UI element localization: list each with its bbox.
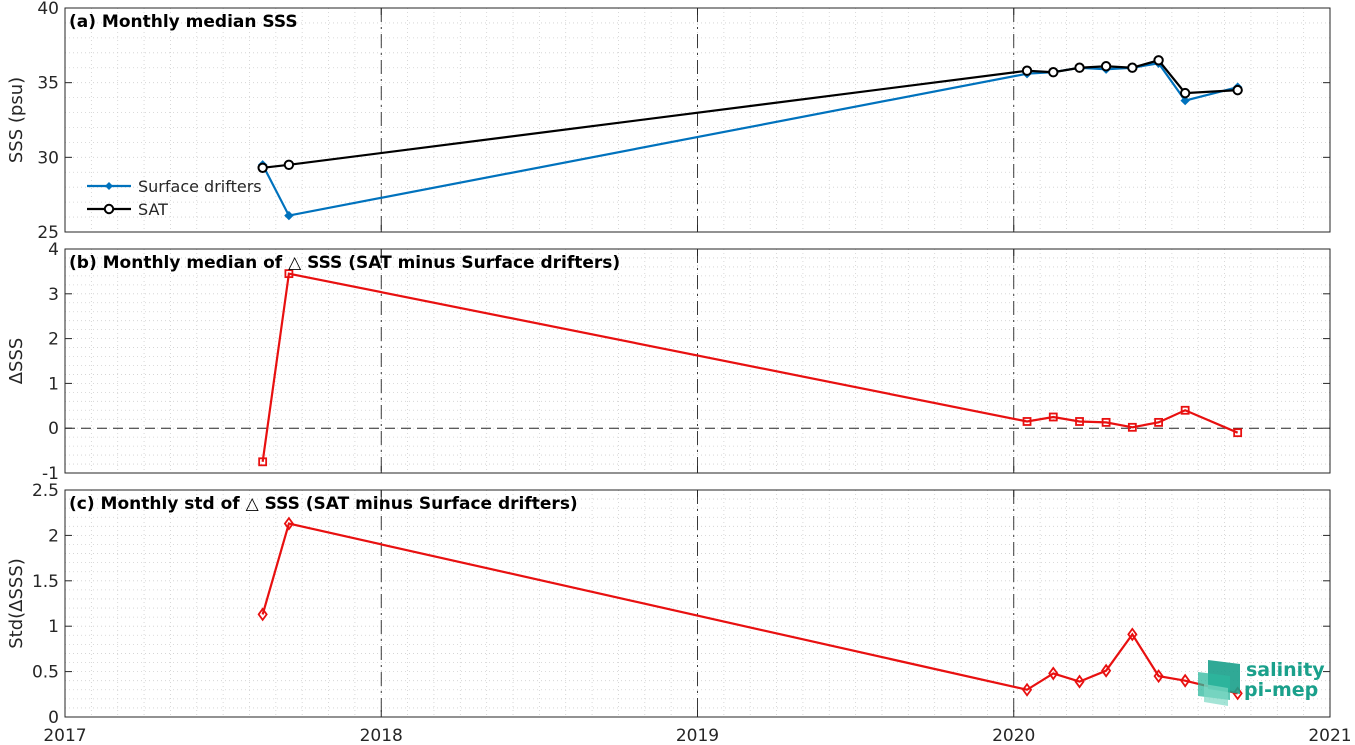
data-point [1022,417,1032,426]
logo-line-2: pi-mep [1244,679,1318,701]
y-tick-label: 2.5 [32,481,59,501]
data-point [1048,67,1059,78]
series-line [261,522,1238,695]
y-tick-label: 30 [37,148,59,168]
y-tick-label: 2 [48,526,59,546]
y-tick-label: -1 [42,464,59,484]
series-sat [257,55,1243,173]
x-tick-label: 2018 [360,726,403,745]
y-tick-label: 0 [48,708,59,728]
panel-a-monthly-median-sss: 25 30 35 40 SSS (psu) (a) Monthly median SSS S… [6,0,1331,243]
legend-entry: SAT [138,200,168,219]
series-line [262,59,1238,169]
y-axis-label: Std(ΔSSS) [6,558,27,649]
y-tick-label: 35 [37,74,59,94]
y-tick-label: 1 [48,617,59,637]
data-point [1048,666,1059,681]
y-tick-label: 1.5 [32,572,59,592]
legend-entry: Surface drifters [138,177,262,196]
data-point [1074,62,1085,73]
panel-title: (b) Monthly median of △ SSS (SAT minus S… [69,253,620,273]
y-tick-label: 2 [48,330,59,350]
data-point [1154,417,1163,427]
panel-title: (a) Monthly median SSS [69,12,298,32]
x-tick-label: 2020 [992,726,1035,745]
data-point [1233,428,1243,438]
panel-c-std-delta-sss: 0 0.5 1 1.5 2 2.5 Std(ΔSSS) (c) Monthly std of … [6,481,1331,728]
legend: Surface drifters SAT [87,177,262,219]
y-tick-label: 0 [48,419,59,439]
data-point [1127,422,1137,432]
data-point [1100,61,1112,72]
y-tick-label: 25 [37,223,59,243]
data-point [257,607,268,622]
x-tick-label: 2019 [676,726,719,745]
y-tick-label: 40 [37,0,59,19]
logo-line-1: salinity [1246,659,1325,681]
legend-marker [103,203,115,215]
data-point [284,210,294,221]
panel-title: (c) Monthly std of △ SSS (SAT minus Surf… [69,494,578,514]
panel-b-median-delta-sss: -1 0 1 2 3 4 ΔSSS (b) Monthly median of △ SSS (… [6,240,1331,484]
data-point [1127,62,1138,73]
x-tick-label: 2021 [1308,726,1351,745]
data-point [1180,95,1190,106]
data-point [1127,627,1138,642]
y-axis-label: SSS (psu) [6,77,27,163]
data-point [258,457,268,467]
data-point [1153,55,1164,66]
data-point [1180,405,1190,415]
data-point [284,269,294,279]
data-point [1048,412,1058,422]
logo-mark-icon [1198,660,1240,706]
data-point [1100,663,1112,678]
data-point [1074,674,1085,689]
series-delta [258,269,1243,467]
shared-x-axis: 2017 2018 2019 2020 2021 [43,726,1351,745]
series-line [261,62,1238,217]
data-point [1232,84,1243,96]
data-point [1179,87,1191,99]
data-point [1021,682,1033,697]
x-tick-label: 2017 [43,726,86,745]
data-point [1101,417,1111,427]
y-axis-label: ΔSSS [6,338,27,385]
data-point [1153,669,1164,684]
y-tick-label: 4 [48,240,59,260]
legend-marker [105,182,113,190]
data-point [1180,673,1191,688]
salinity-pi-mep-logo: salinity pi-mep [1198,659,1325,706]
data-point [283,159,295,171]
y-tick-label: 3 [48,285,59,305]
data-point [1075,417,1084,426]
data-point [1021,65,1033,76]
y-tick-label: 1 [48,374,59,394]
y-tick-label: 0.5 [32,663,59,683]
data-point [257,162,268,173]
series-delta [257,516,1243,701]
series-line [261,272,1239,462]
data-point [283,516,295,531]
